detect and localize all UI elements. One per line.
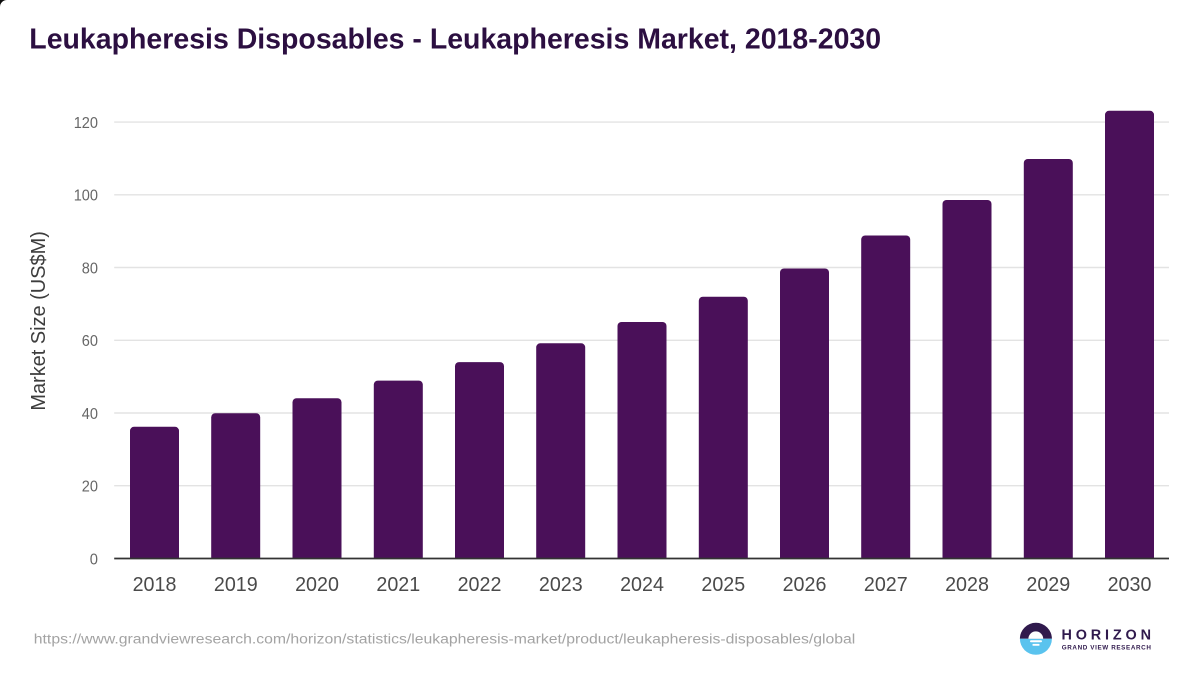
svg-text:2024: 2024 xyxy=(620,574,664,596)
svg-text:20: 20 xyxy=(82,479,98,496)
svg-text:https://www.grandviewresearch.: https://www.grandviewresearch.com/horizo… xyxy=(34,632,856,648)
svg-text:GRAND VIEW RESEARCH: GRAND VIEW RESEARCH xyxy=(1062,645,1152,652)
svg-text:Leukapheresis Disposables - Le: Leukapheresis Disposables - Leukapheresi… xyxy=(29,24,881,56)
svg-text:2022: 2022 xyxy=(458,574,502,596)
svg-text:60: 60 xyxy=(82,333,98,350)
svg-text:100: 100 xyxy=(74,188,98,205)
svg-text:2021: 2021 xyxy=(376,574,420,596)
svg-text:2019: 2019 xyxy=(214,574,258,596)
svg-text:80: 80 xyxy=(82,260,98,277)
svg-text:HORIZON: HORIZON xyxy=(1062,627,1155,643)
svg-text:2020: 2020 xyxy=(295,574,339,596)
svg-text:2025: 2025 xyxy=(701,574,745,596)
svg-text:0: 0 xyxy=(90,551,98,568)
svg-text:2023: 2023 xyxy=(539,574,583,596)
svg-text:2028: 2028 xyxy=(945,574,989,596)
svg-text:2029: 2029 xyxy=(1026,574,1070,596)
svg-text:120: 120 xyxy=(74,115,98,132)
svg-text:40: 40 xyxy=(82,406,98,423)
svg-text:2018: 2018 xyxy=(133,574,177,596)
svg-text:Market Size (US$M): Market Size (US$M) xyxy=(28,231,50,411)
svg-text:2027: 2027 xyxy=(864,574,908,596)
svg-text:2026: 2026 xyxy=(783,574,827,596)
svg-text:2030: 2030 xyxy=(1108,574,1152,596)
